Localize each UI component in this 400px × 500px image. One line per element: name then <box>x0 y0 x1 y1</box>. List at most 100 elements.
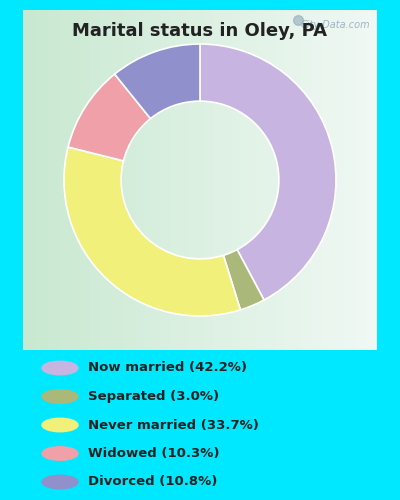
Bar <box>166 10 168 350</box>
Bar <box>150 10 152 350</box>
Wedge shape <box>64 147 240 316</box>
Bar <box>324 10 326 350</box>
Bar <box>340 10 342 350</box>
Bar <box>172 10 174 350</box>
Bar <box>131 10 133 350</box>
Bar <box>154 10 156 350</box>
Bar <box>373 10 375 350</box>
Bar <box>347 10 348 350</box>
Bar <box>290 10 292 350</box>
Bar <box>266 10 267 350</box>
Bar <box>297 10 299 350</box>
Bar <box>50 10 52 350</box>
Bar <box>87 10 89 350</box>
Bar <box>322 10 324 350</box>
Bar <box>345 10 347 350</box>
Bar <box>37 10 39 350</box>
Bar <box>237 10 239 350</box>
Bar <box>195 10 196 350</box>
Bar <box>129 10 131 350</box>
Bar <box>250 10 251 350</box>
Circle shape <box>42 418 78 432</box>
Bar <box>253 10 255 350</box>
Bar <box>356 10 357 350</box>
Wedge shape <box>68 74 150 161</box>
Bar <box>230 10 232 350</box>
Bar <box>106 10 108 350</box>
Text: City-Data.com: City-Data.com <box>300 20 370 30</box>
Bar <box>145 10 147 350</box>
Bar <box>264 10 266 350</box>
Bar <box>242 10 244 350</box>
Bar <box>180 10 182 350</box>
Bar <box>112 10 113 350</box>
Bar <box>283 10 285 350</box>
Bar <box>334 10 336 350</box>
Bar <box>152 10 154 350</box>
Bar <box>184 10 186 350</box>
Bar <box>211 10 212 350</box>
Bar <box>175 10 177 350</box>
Bar <box>313 10 315 350</box>
Bar <box>269 10 271 350</box>
Bar <box>258 10 260 350</box>
Bar <box>287 10 288 350</box>
Bar <box>372 10 373 350</box>
Bar <box>92 10 94 350</box>
Bar <box>338 10 340 350</box>
Bar <box>274 10 276 350</box>
Bar <box>66 10 68 350</box>
Bar <box>223 10 225 350</box>
Bar <box>64 10 66 350</box>
Bar <box>74 10 76 350</box>
Bar <box>278 10 280 350</box>
Bar <box>80 10 82 350</box>
Bar <box>232 10 234 350</box>
Circle shape <box>42 475 78 489</box>
Bar <box>202 10 204 350</box>
Bar <box>332 10 334 350</box>
Bar <box>23 10 25 350</box>
Bar <box>46 10 48 350</box>
Bar <box>110 10 112 350</box>
Text: Never married (33.7%): Never married (33.7%) <box>88 418 259 432</box>
Bar <box>262 10 264 350</box>
Bar <box>177 10 179 350</box>
Bar <box>99 10 101 350</box>
Bar <box>128 10 129 350</box>
Bar <box>241 10 242 350</box>
Bar <box>216 10 218 350</box>
Text: Marital status in Oley, PA: Marital status in Oley, PA <box>72 22 328 40</box>
Bar <box>147 10 149 350</box>
Bar <box>179 10 180 350</box>
Text: Now married (42.2%): Now married (42.2%) <box>88 362 247 374</box>
Wedge shape <box>224 250 264 310</box>
Bar <box>200 10 202 350</box>
Bar <box>218 10 220 350</box>
Bar <box>126 10 128 350</box>
Bar <box>117 10 119 350</box>
Bar <box>122 10 124 350</box>
Bar <box>239 10 241 350</box>
Bar <box>366 10 368 350</box>
Bar <box>306 10 308 350</box>
Text: Widowed (10.3%): Widowed (10.3%) <box>88 447 220 460</box>
Bar <box>55 10 57 350</box>
Bar <box>368 10 370 350</box>
Bar <box>299 10 301 350</box>
Bar <box>308 10 310 350</box>
Bar <box>280 10 281 350</box>
Bar <box>193 10 195 350</box>
Bar <box>294 10 296 350</box>
Bar <box>30 10 32 350</box>
Bar <box>221 10 223 350</box>
Bar <box>25 10 27 350</box>
Bar <box>58 10 60 350</box>
Bar <box>170 10 172 350</box>
Bar <box>189 10 191 350</box>
Circle shape <box>42 361 78 375</box>
Bar <box>348 10 350 350</box>
Bar <box>375 10 377 350</box>
Bar <box>228 10 230 350</box>
Bar <box>133 10 134 350</box>
